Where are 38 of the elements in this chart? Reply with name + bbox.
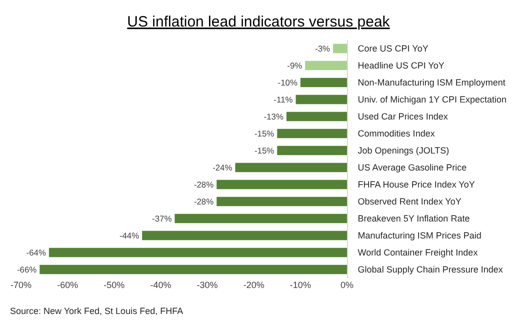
x-tick-label: -10% [290, 280, 311, 290]
data-label: -37% [152, 213, 172, 224]
x-tick-label: -20% [243, 280, 264, 290]
y-tick-label: Breakeven 5Y Inflation Rate [358, 214, 470, 224]
y-tick-label: US Average Gasoline Price [358, 162, 467, 173]
data-label: -13% [264, 111, 284, 122]
y-tick-label: Observed Rent Index YoY [358, 196, 462, 207]
y-tick-label: Headline US CPI YoY [358, 60, 444, 71]
data-label: -64% [26, 247, 46, 258]
source-note: Source: New York Fed, St Louis Fed, FHFA [10, 306, 184, 316]
y-tick-label: Core US CPI YoY [358, 44, 428, 54]
y-tick-label: Univ. of Michigan 1Y CPI Expectation [358, 94, 507, 105]
data-label: -15% [254, 145, 275, 156]
data-label: -9% [287, 60, 303, 70]
data-label: -44% [119, 230, 140, 240]
chart-title: US inflation lead indicators versus peak [127, 14, 390, 31]
data-label: -24% [212, 162, 233, 172]
x-tick-label: -50% [104, 280, 125, 290]
y-tick-label: Non-Manufacturing ISM Employment [358, 78, 506, 88]
y-tick-label: Job Openings (JOLTS) [358, 146, 450, 156]
x-tick-label: -40% [150, 280, 172, 290]
data-label: -3% [315, 43, 331, 54]
data-label: -10% [278, 77, 298, 88]
y-tick-label: Commodities Index [358, 128, 436, 139]
data-label: -11% [274, 94, 294, 104]
x-tick-label: -30% [196, 280, 218, 290]
x-tick-label: -70% [10, 280, 32, 290]
x-tick-label: -60% [57, 280, 78, 290]
y-tick-label: Global Supply Chain Pressure Index [358, 264, 504, 275]
data-label: -28% [194, 179, 214, 190]
data-label: -28% [194, 196, 214, 206]
y-tick-label: World Container Freight Index [358, 248, 478, 258]
y-tick-label: Manufacturing ISM Prices Paid [358, 230, 482, 241]
x-tick-label: 0% [340, 280, 354, 290]
y-tick-label: Used Car Prices Index [358, 112, 448, 122]
data-label: -66% [16, 264, 38, 274]
data-label: -15% [254, 128, 275, 138]
y-tick-label: FHFA House Price Index YoY [358, 180, 475, 190]
